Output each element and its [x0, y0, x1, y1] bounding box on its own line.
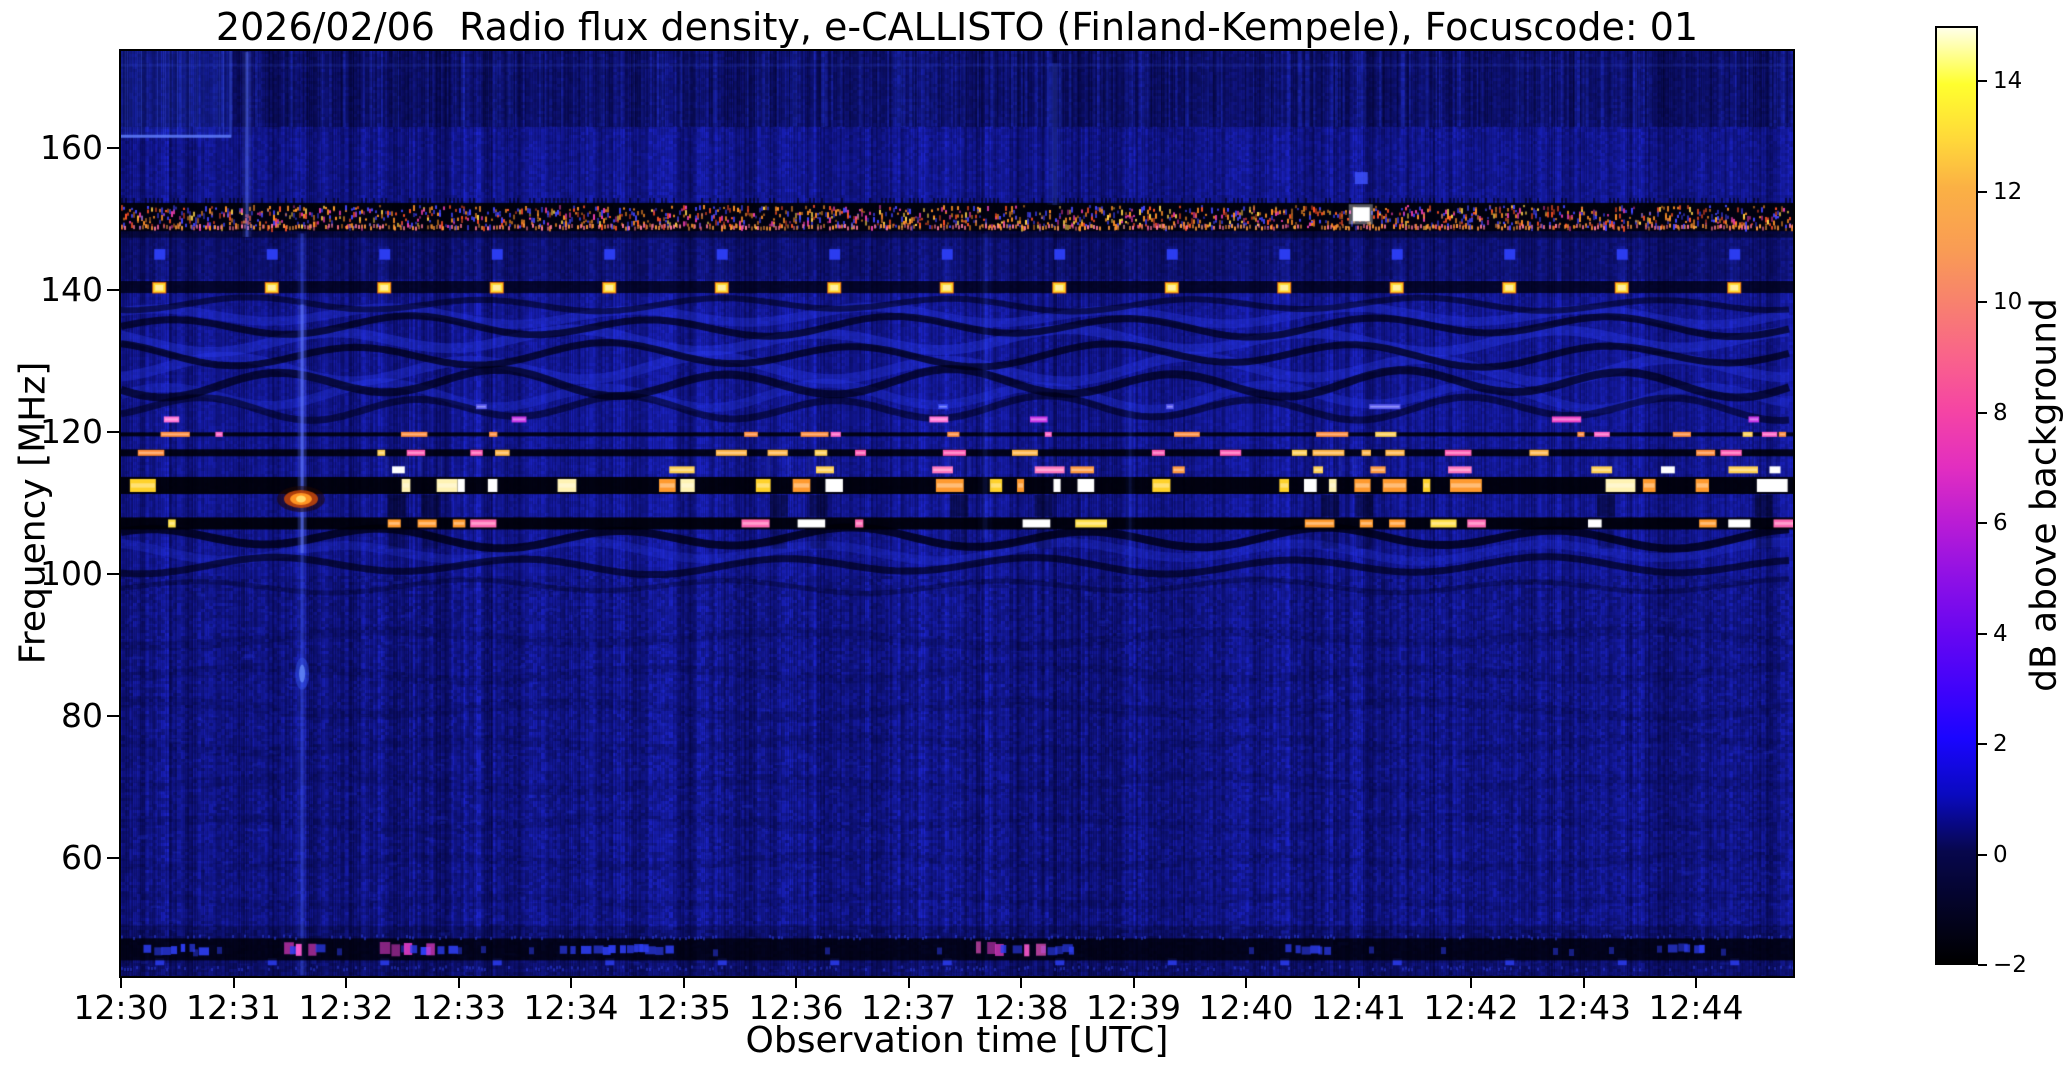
- x-tick: [1582, 976, 1585, 988]
- colorbar-gradient: [1935, 26, 1978, 965]
- x-tick-label: 12:42: [1423, 988, 1519, 1027]
- y-tick: [107, 147, 119, 150]
- colorbar-tick-label: 10: [1993, 289, 2023, 316]
- x-tick-label: 12:41: [1310, 988, 1407, 1027]
- y-tick-label: 140: [40, 270, 103, 310]
- x-tick: [570, 976, 572, 988]
- x-tick-label: 12:43: [1535, 988, 1632, 1027]
- x-tick-label: 12:32: [298, 988, 394, 1027]
- x-tick-label: 12:39: [1085, 988, 1182, 1027]
- y-tick: [107, 573, 119, 576]
- x-tick-label: 12:37: [860, 988, 957, 1027]
- colorbar-tick: [1978, 411, 1987, 414]
- y-axis-label: Frequency [MHz]: [12, 361, 54, 665]
- colorbar-tick-label: 6: [1993, 510, 2008, 537]
- x-tick: [345, 976, 347, 988]
- x-tick-label: 12:34: [523, 988, 619, 1027]
- y-tick-label: 60: [61, 838, 103, 878]
- x-tick: [457, 976, 460, 988]
- x-tick: [1245, 976, 1247, 988]
- y-tick: [107, 289, 119, 292]
- x-tick-label: 12:38: [973, 988, 1069, 1027]
- spectrogram-plot: [119, 49, 1795, 978]
- chart-title: 2026/02/06 Radio flux density, e-CALLIST…: [215, 5, 1699, 49]
- colorbar-tick-label: 14: [1993, 68, 2023, 95]
- y-tick: [107, 431, 119, 434]
- colorbar-tick-label: 8: [1993, 399, 2008, 426]
- x-tick-label: 12:33: [410, 988, 507, 1027]
- y-tick: [107, 715, 119, 718]
- colorbar-tick: [1978, 80, 1987, 83]
- y-tick-label: 80: [61, 696, 103, 736]
- colorbar-tick-label: 2: [1993, 731, 2008, 758]
- y-tick: [107, 857, 119, 860]
- x-tick-label: 12:44: [1648, 988, 1744, 1027]
- x-tick: [1695, 976, 1697, 988]
- x-tick: [907, 976, 910, 988]
- colorbar-tick: [1978, 301, 1987, 304]
- y-tick-label: 160: [40, 128, 103, 168]
- x-tick: [795, 976, 797, 988]
- x-tick: [1357, 976, 1360, 988]
- x-tick-label: 12:30: [73, 988, 169, 1027]
- x-tick: [120, 976, 122, 988]
- colorbar-tick-label: 0: [1993, 841, 2008, 868]
- x-tick: [1020, 976, 1022, 988]
- x-tick: [232, 976, 235, 988]
- x-tick-label: 12:36: [748, 988, 844, 1027]
- x-tick-label: 12:40: [1198, 988, 1294, 1027]
- colorbar-tick: [1978, 190, 1987, 193]
- colorbar-tick: [1978, 632, 1987, 635]
- colorbar-tick-label: 12: [1993, 178, 2023, 205]
- colorbar-tick: [1978, 964, 1987, 966]
- x-tick: [1470, 976, 1472, 988]
- y-tick-label: 120: [40, 412, 103, 452]
- x-tick: [1132, 976, 1135, 988]
- x-tick: [682, 976, 685, 988]
- colorbar-label: dB above background: [2023, 298, 2065, 692]
- x-tick-label: 12:31: [185, 988, 282, 1027]
- x-tick-label: 12:35: [635, 988, 732, 1027]
- colorbar-tick: [1978, 853, 1987, 856]
- x-axis-label: Observation time [UTC]: [745, 1020, 1169, 1061]
- y-tick-label: 100: [40, 554, 103, 594]
- spectrogram-canvas: [121, 51, 1793, 976]
- colorbar-tick-label: −2: [1993, 952, 2027, 978]
- colorbar-tick: [1978, 743, 1987, 746]
- colorbar-tick: [1978, 522, 1987, 525]
- colorbar-tick-label: 4: [1993, 620, 2008, 647]
